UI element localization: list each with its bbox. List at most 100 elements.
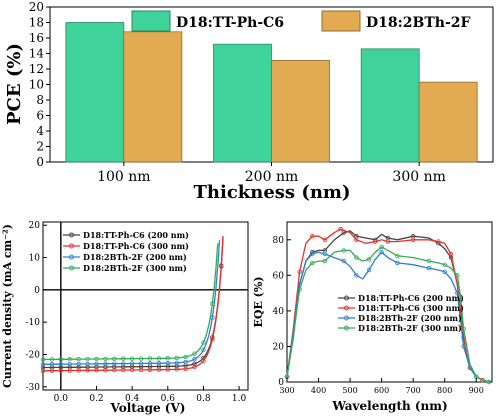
eqe-point-d18-2bth-2f-200-nm bbox=[426, 266, 432, 271]
eqe-point-d18-2bth-2f-200-nm bbox=[395, 260, 400, 266]
jv-legend-label-d18-2bth-2f-200-nm: D18:2BTh-2F (200 nm) bbox=[83, 252, 187, 262]
bar-y-tick-label: 2 bbox=[36, 140, 44, 154]
eqe-x-tick-label: 700 bbox=[406, 386, 421, 395]
jv-x-tick-label: 0.2 bbox=[89, 394, 103, 404]
eqe-point-d18-tt-ph-c6-300-nm bbox=[322, 237, 328, 242]
jv-point-d18-2bth-2f-300-nm bbox=[85, 356, 90, 362]
eqe-y-tick-label: 60 bbox=[273, 271, 285, 281]
eqe-point-d18-tt-ph-c6-300-nm bbox=[297, 269, 302, 274]
jv-point-d18-tt-ph-c6-300-nm bbox=[147, 367, 153, 373]
eqe-point-d18-2bth-2f-200-nm bbox=[341, 258, 346, 264]
jv-point-d18-2bth-2f-300-nm bbox=[112, 356, 117, 362]
jv-point-d18-2bth-2f-200-nm bbox=[147, 361, 153, 366]
bar-legend: D18:TT-Ph-C6 D18:2BTh-2F bbox=[131, 10, 471, 32]
jv-legend-label-d18-2bth-2f-300-nm: D18:2BTh-2F (300 nm) bbox=[83, 263, 187, 273]
jv-legend-marker-d18-tt-ph-c6-200-nm bbox=[69, 232, 74, 238]
jv-point-d18-2bth-2f-200-nm bbox=[49, 362, 55, 367]
jv-point-d18-2bth-2f-200-nm bbox=[156, 361, 162, 366]
jv-x-tick-label: 1.0 bbox=[232, 394, 247, 404]
eqe-point-d18-tt-ph-c6-300-nm bbox=[410, 237, 416, 242]
eqe-point-d18-2bth-2f-300-nm bbox=[341, 248, 346, 253]
jv-point-d18-2bth-2f-200-nm bbox=[174, 360, 179, 366]
jv-point-d18-2bth-2f-300-nm bbox=[165, 356, 170, 361]
jv-point-d18-tt-ph-c6-300-nm bbox=[67, 368, 72, 373]
jv-point-d18-2bth-2f-300-nm bbox=[147, 356, 153, 361]
eqe-point-d18-2bth-2f-200-nm bbox=[461, 344, 466, 349]
jv-point-d18-tt-ph-c6-300-nm bbox=[201, 358, 206, 364]
bar-y-tick-label: 10 bbox=[29, 78, 44, 92]
eqe-x-tick-label: 400 bbox=[311, 386, 326, 395]
jv-x-axis-label: Voltage (V) bbox=[110, 401, 186, 415]
eqe-y-tick-label: 0 bbox=[278, 378, 284, 388]
jv-point-d18-2bth-2f-300-nm bbox=[210, 301, 215, 307]
bar-d18-2bth-2f-200-nm bbox=[271, 60, 330, 163]
eqe-point-d18-2bth-2f-300-nm bbox=[310, 260, 315, 266]
jv-chart-panel: -30 -20 -10 0 10 20 0.0 0.2 0.4 0.6 0.8 1.0 Curren… bbox=[1, 221, 249, 415]
jv-point-d18-2bth-2f-200-nm bbox=[40, 362, 46, 367]
jv-point-d18-tt-ph-c6-300-nm bbox=[112, 367, 117, 373]
eqe-point-d18-tt-ph-c6-300-nm bbox=[354, 237, 359, 242]
eqe-legend-marker-d18-tt-ph-c6-200-nm bbox=[344, 295, 349, 301]
bar-legend-swatch-2bth-2f bbox=[321, 10, 361, 32]
jv-point-d18-2bth-2f-200-nm bbox=[121, 361, 126, 366]
eqe-point-d18-2bth-2f-200-nm bbox=[379, 250, 384, 255]
jv-x-tick-label: 0.4 bbox=[125, 394, 140, 404]
eqe-plot-frame bbox=[286, 221, 493, 383]
jv-x-tick-label: 0.8 bbox=[196, 394, 211, 404]
jv-legend-label-d18-tt-ph-c6-200-nm: D18:TT-Ph-C6 (200 nm) bbox=[83, 230, 189, 240]
bar-y-tick-label: 20 bbox=[29, 0, 44, 14]
bar-x-tick-label: 200 nm bbox=[245, 169, 298, 185]
jv-point-d18-tt-ph-c6-300-nm bbox=[210, 337, 215, 342]
jv-point-d18-tt-ph-c6-300-nm bbox=[76, 368, 81, 373]
bar-y-tick-label: 14 bbox=[29, 47, 45, 61]
jv-point-d18-2bth-2f-300-nm bbox=[156, 356, 162, 361]
jv-point-d18-2bth-2f-200-nm bbox=[138, 361, 144, 366]
jv-point-d18-tt-ph-c6-300-nm bbox=[183, 366, 188, 371]
eqe-point-d18-2bth-2f-300-nm bbox=[297, 287, 302, 292]
eqe-point-d18-tt-ph-c6-300-nm bbox=[310, 234, 315, 239]
eqe-legend-marker-d18-tt-ph-c6-300-nm bbox=[344, 305, 349, 311]
jv-point-d18-tt-ph-c6-300-nm bbox=[192, 364, 197, 370]
bar-d18-2bth-2f-300-nm bbox=[418, 81, 478, 163]
eqe-y-axis-label: EQE (%) bbox=[252, 276, 265, 327]
bar-d18-tt-ph-c6-100-nm bbox=[65, 22, 125, 163]
bar-d18-2bth-2f-100-nm bbox=[123, 31, 183, 163]
jv-y-tick-label: -30 bbox=[26, 383, 41, 393]
bar-y-axis-label: PCE (%) bbox=[4, 43, 25, 125]
eqe-point-d18-2bth-2f-200-nm bbox=[442, 269, 447, 274]
jv-line-d18-2bth-2f-200-nm bbox=[43, 240, 221, 365]
bar-x-axis-label: Thickness (nm) bbox=[194, 182, 351, 203]
jv-point-d18-2bth-2f-200-nm bbox=[85, 361, 90, 367]
jv-point-d18-2bth-2f-300-nm bbox=[192, 351, 197, 356]
jv-point-d18-tt-ph-c6-200-nm bbox=[192, 361, 197, 367]
eqe-x-tick-label: 900 bbox=[469, 386, 484, 395]
jv-y-tick-label: 10 bbox=[29, 254, 41, 264]
bar-d18-tt-ph-c6-300-nm bbox=[360, 48, 420, 163]
jv-point-d18-2bth-2f-200-nm bbox=[112, 361, 117, 366]
jv-point-d18-tt-ph-c6-300-nm bbox=[174, 367, 179, 372]
eqe-point-d18-2bth-2f-200-nm bbox=[455, 290, 460, 296]
eqe-point-d18-2bth-2f-300-nm bbox=[486, 379, 492, 385]
eqe-point-d18-2bth-2f-300-nm bbox=[461, 326, 466, 331]
eqe-point-d18-2bth-2f-300-nm bbox=[322, 258, 328, 264]
jv-point-d18-tt-ph-c6-300-nm bbox=[121, 367, 126, 373]
jv-x-tick-label: 0.0 bbox=[54, 394, 69, 404]
eqe-x-tick-label: 600 bbox=[374, 386, 389, 395]
eqe-point-d18-2bth-2f-300-nm bbox=[442, 262, 447, 267]
eqe-point-d18-2bth-2f-200-nm bbox=[354, 273, 359, 278]
eqe-point-d18-2bth-2f-200-nm bbox=[310, 251, 315, 257]
jv-y-axis-label: Current density (mA cm⁻²) bbox=[1, 224, 14, 388]
eqe-point-d18-2bth-2f-300-nm bbox=[354, 255, 359, 260]
jv-legend-marker-d18-2bth-2f-300-nm bbox=[69, 265, 74, 271]
bar-y-tick-label: 6 bbox=[36, 109, 44, 123]
eqe-line-d18-2bth-2f-300-nm bbox=[286, 246, 489, 383]
eqe-point-d18-2bth-2f-300-nm bbox=[379, 244, 384, 250]
jv-point-d18-2bth-2f-300-nm bbox=[76, 356, 81, 362]
jv-point-d18-2bth-2f-300-nm bbox=[67, 357, 72, 362]
eqe-point-d18-2bth-2f-300-nm bbox=[395, 253, 400, 258]
jv-point-d18-tt-ph-c6-300-nm bbox=[58, 368, 64, 373]
eqe-x-tick-label: 800 bbox=[437, 386, 452, 395]
jv-x-tick-label: 0.6 bbox=[161, 394, 176, 404]
